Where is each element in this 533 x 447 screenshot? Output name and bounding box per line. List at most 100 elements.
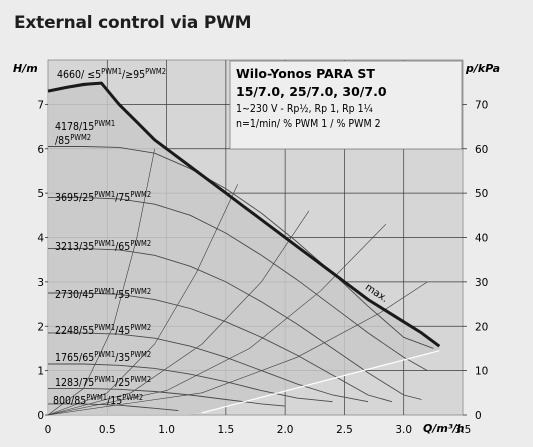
speed-label-sep: /85 [55, 135, 70, 147]
speed-label-sep: /15 [107, 395, 122, 407]
speed-label-rpm: 1765/65 [55, 352, 94, 364]
speed-label-sep: /45 [115, 325, 130, 337]
y-tick-label: 5 [37, 188, 44, 200]
y-tick-label: 1 [37, 366, 44, 378]
y-right-tick-label: 20 [475, 321, 488, 333]
system-curve [47, 223, 387, 416]
speed-label: 4660/ ≤5PWM1/≥95PWM2 [57, 67, 166, 81]
y-right-tick-label: 60 [475, 144, 488, 156]
speed-curve [48, 146, 434, 349]
x-tick-label: 0.5 [99, 424, 116, 436]
info-box: Wilo-Yonos PARA ST 15/7.0, 25/7.0, 30/7.… [229, 60, 463, 150]
speed-label-pwm1-tag: PWM1 [94, 375, 115, 384]
x-tick-label: 2.0 [277, 424, 294, 436]
speed-label-rpm: 800/85 [53, 395, 86, 407]
y-right-tick-label: 50 [475, 188, 488, 200]
speed-labels: 4660/ ≤5PWM1/≥95PWM24178/15PWM1/85PWM236… [53, 67, 166, 407]
speed-label-sep: /55 [115, 289, 130, 301]
y-axis-label-right: p/kPa [465, 62, 500, 75]
y-right-tick-label: 0 [475, 410, 482, 422]
x-tick-label: 1.5 [218, 424, 235, 436]
y-right-tick-label: 70 [475, 99, 488, 111]
info-box-title: Wilo-Yonos PARA ST [236, 66, 375, 81]
speed-label-pwm2-tag: PWM2 [145, 67, 166, 76]
speed-curve [48, 403, 179, 412]
speed-label-sep: /35 [115, 352, 130, 364]
x-axis-label: Q/m³/h [423, 422, 465, 435]
x-tick-label: 1.0 [158, 424, 175, 436]
system-curve [47, 148, 155, 416]
speed-label-pwm1-tag: PWM1 [94, 287, 115, 296]
y-tick-label: 7 [37, 99, 44, 111]
speed-curve [48, 292, 393, 403]
speed-label-rpm: 2730/45 [55, 289, 94, 301]
info-box-spec-pwm: n=1/min/ % PWM 1 / % PWM 2 [236, 118, 381, 130]
y-axis-label-left: H/m [13, 62, 38, 75]
speed-curve [48, 248, 422, 400]
speed-label-pwm2-tag: PWM2 [70, 133, 91, 142]
speed-label-rpm: 2248/55 [55, 325, 94, 337]
speed-label: 2730/45PWM1/55PWM2 [55, 287, 151, 301]
info-box-frame [229, 60, 463, 150]
speed-label-pwm1-tag: PWM1 [86, 393, 107, 402]
speed-label-rpm: 3213/35 [55, 241, 94, 253]
speed-label-rpm: 4178/15 [55, 121, 94, 133]
speed-label-pwm1-tag: PWM1 [94, 323, 115, 332]
speed-label-pwm1-tag: PWM1 [94, 350, 115, 359]
speed-label-sep: /75 [115, 192, 130, 204]
x-tick-label: 2.5 [336, 424, 353, 436]
system-curve [47, 210, 310, 416]
speed-label: 4178/15PWM1 [55, 119, 115, 133]
info-box-models: 15/7.0, 25/7.0, 30/7.0 [236, 84, 387, 99]
x-tick-label: 3.0 [395, 424, 412, 436]
y-right-tick-label: 30 [475, 277, 488, 289]
speed-curve [48, 332, 369, 403]
speed-label-pwm2-tag: PWM2 [130, 323, 151, 332]
system-curve [47, 184, 238, 416]
system-curves [47, 148, 428, 416]
speed-label-rpm: 1283/75 [55, 377, 94, 389]
y-tick-label: 3 [37, 277, 44, 289]
speed-label-pwm1-tag: PWM1 [94, 119, 115, 128]
speed-curve [48, 197, 428, 371]
speed-label-pwm1-tag: PWM1 [94, 239, 115, 248]
speed-label: 1765/65PWM1/35PWM2 [55, 350, 151, 364]
speed-label: /85PWM2 [55, 133, 91, 147]
speed-curve [48, 363, 333, 403]
speed-label: 800/85PWM1/15PWM2 [53, 393, 143, 407]
y-tick-label: 2 [37, 321, 44, 333]
y-tick-label: 6 [37, 144, 44, 156]
operating-area [48, 83, 440, 415]
min-flow-boundary [201, 350, 440, 414]
page-title: External control via PWM [14, 13, 252, 33]
y-tick-label: 0 [37, 410, 44, 422]
system-curve [47, 281, 428, 416]
speed-label: 2248/55PWM1/45PWM2 [55, 323, 151, 337]
speed-label-rpm: 4660/ ≤5 [57, 69, 101, 81]
speed-label-pwm2-tag: PWM2 [130, 375, 151, 384]
speed-label-pwm2-tag: PWM2 [130, 287, 151, 296]
speed-label-sep: /25 [115, 377, 130, 389]
x-tick-label: 0 [45, 424, 52, 436]
operating-range-fill [48, 83, 440, 415]
speed-label-rpm: 3695/25 [55, 192, 94, 204]
speed-label: 3695/25PWM1/75PWM2 [55, 190, 151, 204]
speed-label: 1283/75PWM1/25PWM2 [55, 375, 151, 389]
speed-curve [48, 387, 286, 407]
speed-label-pwm2-tag: PWM2 [130, 190, 151, 199]
info-box-spec-voltage: 1~230 V - Rp½, Rp 1, Rp 1¼ [236, 103, 373, 115]
speed-label: 3213/35PWM1/65PWM2 [55, 239, 151, 253]
x-tick-label: 3.5 [455, 424, 472, 436]
y-tick-label: 4 [37, 233, 44, 245]
max-curve [47, 81, 441, 348]
speed-label-sep: /65 [115, 241, 130, 253]
speed-label-pwm2-tag: PWM2 [130, 239, 151, 248]
speed-label-sep: /≥95 [122, 69, 145, 81]
y-right-tick-label: 10 [475, 366, 488, 378]
speed-curves [47, 82, 440, 414]
speed-label-pwm2-tag: PWM2 [122, 393, 143, 402]
y-right-tick-label: 40 [475, 233, 488, 245]
speed-label-pwm1-tag: PWM1 [94, 190, 115, 199]
